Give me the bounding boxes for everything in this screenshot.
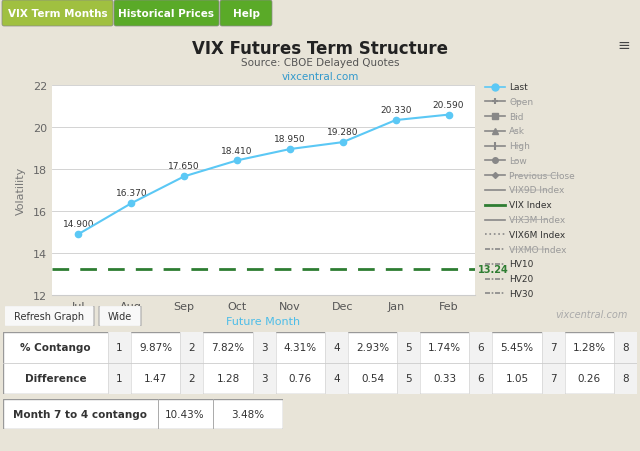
Text: 1: 1 (116, 343, 123, 353)
Bar (397, 363, 420, 394)
Text: 5: 5 (405, 343, 412, 353)
Text: Help: Help (232, 9, 259, 19)
Text: 0.26: 0.26 (578, 374, 601, 384)
Text: 1.28: 1.28 (216, 374, 239, 384)
Text: % Contango: % Contango (20, 343, 91, 353)
Bar (470, 332, 492, 363)
Text: 10.43%: 10.43% (165, 409, 205, 419)
Text: 8: 8 (622, 343, 629, 353)
Bar (180, 363, 204, 394)
Text: 2.93%: 2.93% (356, 343, 389, 353)
Text: Difference: Difference (25, 374, 86, 384)
Text: 1.28%: 1.28% (573, 343, 606, 353)
Text: HV10: HV10 (509, 260, 533, 269)
Bar (614, 332, 637, 363)
Text: 0.33: 0.33 (433, 374, 456, 384)
Text: 8: 8 (622, 374, 629, 384)
Bar (397, 332, 420, 363)
Bar (470, 363, 492, 394)
Bar (180, 332, 204, 363)
Text: Historical Prices: Historical Prices (118, 9, 214, 19)
Text: HV20: HV20 (509, 275, 533, 284)
FancyBboxPatch shape (220, 1, 272, 27)
Text: 14.900: 14.900 (63, 220, 94, 229)
Bar (614, 363, 637, 394)
Text: Previous Close: Previous Close (509, 171, 575, 180)
Text: High: High (509, 142, 530, 151)
Text: 2: 2 (189, 374, 195, 384)
Text: 3.48%: 3.48% (232, 409, 264, 419)
Text: HV30: HV30 (509, 289, 533, 298)
Text: 7: 7 (550, 374, 557, 384)
Text: 9.87%: 9.87% (139, 343, 172, 353)
FancyBboxPatch shape (114, 1, 219, 27)
Text: 19.280: 19.280 (327, 128, 358, 137)
Text: VIX9D Index: VIX9D Index (509, 186, 564, 195)
Text: vixcentral.com: vixcentral.com (556, 309, 628, 319)
Text: 1.47: 1.47 (144, 374, 168, 384)
Bar (325, 332, 348, 363)
Text: 6: 6 (477, 374, 484, 384)
Y-axis label: Volatility: Volatility (16, 166, 26, 215)
Bar (253, 363, 276, 394)
Text: Month 7 to 4 contango: Month 7 to 4 contango (13, 409, 147, 419)
Bar (541, 363, 564, 394)
Text: 5: 5 (405, 374, 412, 384)
Text: VIX Futures Term Structure: VIX Futures Term Structure (192, 40, 448, 58)
Text: 13.24: 13.24 (477, 264, 508, 274)
Text: 0.76: 0.76 (289, 374, 312, 384)
Text: 20.590: 20.590 (433, 101, 464, 110)
Text: 2: 2 (189, 343, 195, 353)
Text: 6: 6 (477, 343, 484, 353)
Text: 1.74%: 1.74% (428, 343, 461, 353)
FancyBboxPatch shape (99, 306, 141, 327)
Text: Bid: Bid (509, 112, 524, 121)
Text: 16.370: 16.370 (115, 189, 147, 198)
Text: VIXMO Index: VIXMO Index (509, 245, 566, 254)
Text: 7.82%: 7.82% (211, 343, 244, 353)
Text: VIX Index: VIX Index (509, 201, 552, 210)
Text: Source: CBOE Delayed Quotes: Source: CBOE Delayed Quotes (241, 58, 399, 68)
Text: 18.410: 18.410 (221, 146, 253, 155)
Text: 7: 7 (550, 343, 557, 353)
Text: 5.45%: 5.45% (500, 343, 534, 353)
Text: vixcentral.com: vixcentral.com (282, 72, 358, 82)
Text: 20.330: 20.330 (380, 106, 412, 115)
Text: VIX Term Months: VIX Term Months (8, 9, 108, 19)
FancyBboxPatch shape (2, 1, 113, 27)
Text: 4.31%: 4.31% (284, 343, 317, 353)
Text: 4: 4 (333, 374, 340, 384)
Text: 17.650: 17.650 (168, 162, 200, 171)
X-axis label: Future Month: Future Month (227, 317, 301, 327)
Text: 3: 3 (261, 374, 268, 384)
Text: 4: 4 (333, 343, 340, 353)
Text: 1: 1 (116, 374, 123, 384)
Bar (108, 363, 131, 394)
Bar (325, 363, 348, 394)
Text: VIX3M Index: VIX3M Index (509, 216, 565, 225)
Bar (253, 332, 276, 363)
Text: 18.950: 18.950 (274, 135, 306, 144)
Bar (108, 332, 131, 363)
Text: 3: 3 (261, 343, 268, 353)
Text: 0.54: 0.54 (361, 374, 384, 384)
Text: Wide: Wide (108, 311, 132, 321)
Text: Refresh Graph: Refresh Graph (14, 311, 84, 321)
Text: Low: Low (509, 156, 527, 166)
Text: VIX6M Index: VIX6M Index (509, 230, 565, 239)
FancyBboxPatch shape (4, 306, 94, 327)
Text: Open: Open (509, 98, 533, 106)
Text: 1.05: 1.05 (506, 374, 529, 384)
Text: ≡: ≡ (617, 38, 630, 53)
Text: Ask: Ask (509, 127, 525, 136)
Bar (541, 332, 564, 363)
Text: Last: Last (509, 83, 528, 92)
